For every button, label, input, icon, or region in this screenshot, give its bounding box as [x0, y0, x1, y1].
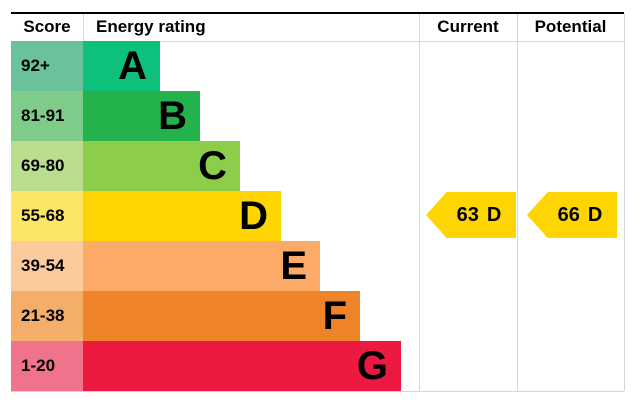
header-bottom-border: [11, 41, 624, 42]
band-bar-a: A: [83, 41, 160, 91]
band-bar-c: C: [83, 141, 240, 191]
column-header-energy-rating: Energy rating: [96, 17, 206, 36]
score-range-e: 39-54: [11, 241, 83, 291]
current-rating-value: 63: [456, 203, 479, 226]
current-rating-arrow: 63 D: [426, 192, 516, 238]
score-range-g: 1-20: [11, 341, 83, 391]
potential-column-left-divider: [517, 14, 518, 391]
potential-rating-band: D: [587, 203, 603, 226]
chart-top-border: [11, 12, 624, 14]
band-bar-e: E: [83, 241, 320, 291]
potential-rating-value: 66: [557, 203, 580, 226]
score-range-b: 81-91: [11, 91, 83, 141]
rating-bands: 92+ A 81-91 B 69-80 C 55-68 D 39-54 E 21…: [11, 41, 401, 391]
band-row-c: 69-80 C: [11, 141, 401, 191]
score-column-divider: [83, 14, 84, 41]
current-column-left-divider: [419, 14, 420, 391]
column-header-current: Current: [437, 17, 499, 36]
chart-right-border: [624, 14, 625, 391]
band-bar-b: B: [83, 91, 200, 141]
band-row-e: 39-54 E: [11, 241, 401, 291]
band-bar-f: F: [83, 291, 360, 341]
band-row-f: 21-38 F: [11, 291, 401, 341]
band-row-b: 81-91 B: [11, 91, 401, 141]
potential-rating-arrow: 66 D: [527, 192, 617, 238]
score-range-c: 69-80: [11, 141, 83, 191]
band-row-d: 55-68 D: [11, 191, 401, 241]
column-header-score: Score: [23, 17, 71, 36]
current-rating-band: D: [486, 203, 502, 226]
score-range-a: 92+: [11, 41, 83, 91]
score-range-d: 55-68: [11, 191, 83, 241]
band-row-a: 92+ A: [11, 41, 401, 91]
chart-bottom-border: [11, 391, 624, 392]
score-range-f: 21-38: [11, 291, 83, 341]
band-bar-g: G: [83, 341, 401, 391]
band-row-g: 1-20 G: [11, 341, 401, 391]
column-header-potential: Potential: [534, 17, 607, 36]
band-bar-d: D: [83, 191, 281, 241]
